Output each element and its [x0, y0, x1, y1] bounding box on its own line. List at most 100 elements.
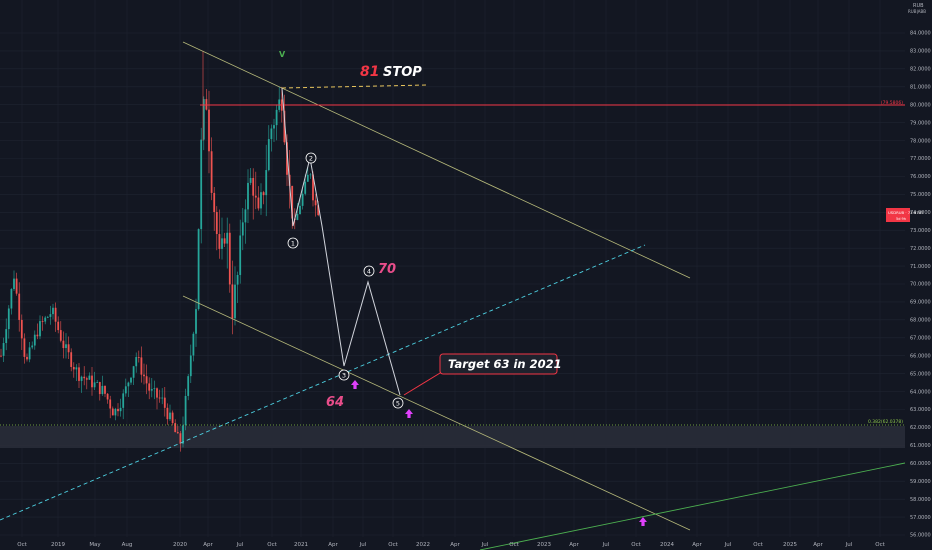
candle-down: [210, 151, 213, 193]
candle-up: [234, 284, 236, 319]
y-tick-label: 60.0000: [910, 461, 931, 467]
wave-number-1: 1: [291, 239, 295, 247]
wave-circle: [392, 397, 404, 409]
candle-down: [23, 338, 26, 357]
long-term-support-line: [479, 462, 906, 550]
candle-up: [88, 375, 91, 380]
upper-channel-line: [182, 41, 691, 279]
support-zone: [0, 426, 905, 448]
candle-up: [127, 382, 130, 387]
candle-down: [171, 412, 174, 424]
candle-down: [291, 185, 294, 219]
candle-up: [10, 289, 13, 309]
candle-down: [257, 197, 260, 209]
candle-up: [39, 321, 41, 337]
candle-down: [208, 109, 210, 152]
candle-up: [132, 366, 135, 378]
y-tick-label: 68.0000: [910, 318, 931, 324]
x-tick-label: Oct: [631, 542, 641, 548]
candle-up: [267, 139, 270, 171]
candle-up: [270, 128, 273, 140]
y-tick-label: 58.0000: [910, 497, 931, 503]
x-tick-label: Jul: [724, 542, 732, 548]
currency-sub-label: RUB|ABB: [908, 9, 926, 14]
candle-up: [249, 177, 252, 183]
candle-down: [15, 278, 18, 294]
candle-up: [184, 395, 187, 426]
candle-down: [163, 397, 166, 408]
candle-up: [2, 343, 5, 356]
candle-up: [187, 376, 190, 396]
y-tick-label: 56.0000: [910, 533, 931, 539]
candle-down: [140, 357, 143, 375]
x-tick-label: Jul: [359, 542, 367, 548]
candle-up: [130, 377, 132, 383]
x-tick-label: 2021: [294, 542, 308, 548]
candle-up: [195, 309, 197, 334]
candle-up: [93, 382, 96, 388]
candle-down: [179, 433, 182, 444]
x-tick-label: 2025: [783, 542, 797, 548]
y-tick-label: 66.0000: [910, 353, 931, 359]
y-tick-label: 67.0000: [910, 335, 931, 341]
candle-down: [111, 408, 114, 416]
stop-label: STOP: [383, 65, 422, 80]
candle-down: [0, 355, 2, 357]
candle-up: [161, 397, 164, 399]
dashed-support-line: [0, 244, 646, 521]
candle-up: [296, 214, 299, 220]
candle-up: [119, 407, 122, 412]
candle-down: [59, 330, 62, 341]
candle-down: [104, 385, 106, 394]
x-tick-label: 2024: [660, 542, 674, 548]
candle-down: [231, 284, 234, 319]
price-tag-text: USDRUB · 73.8787: [888, 210, 924, 215]
time-axis[interactable]: Oct 2019 May Aug 2020 Apr Jul Oct 2021 Apr Jul Oct 2…: [17, 542, 885, 548]
price-tag[interactable]: USDRUB · 73.8787 5d 9h: [886, 208, 924, 222]
candle-up: [247, 182, 249, 210]
candle-up: [306, 174, 309, 182]
candle-down: [166, 407, 169, 420]
x-tick-label: Oct: [267, 542, 277, 548]
candle-up: [153, 388, 156, 390]
candle-down: [62, 340, 65, 349]
x-tick-label: Oct: [509, 542, 519, 548]
y-tick-label: 81.0000: [910, 84, 931, 90]
candle-up: [182, 425, 184, 444]
wave-number-3: 3: [342, 371, 346, 379]
wave-number-4: 4: [367, 267, 371, 275]
fib-level-label: 0.382(62.0378): [868, 419, 903, 425]
candle-down: [91, 375, 93, 388]
wave-labels: 1 2 3 4 5: [287, 152, 404, 409]
candle-down: [262, 192, 265, 196]
candle-up: [265, 170, 268, 196]
y-tick-label: 82.0000: [910, 67, 931, 73]
wave-circle: [287, 237, 299, 249]
x-tick-label: Oct: [875, 542, 885, 548]
x-tick-label: Apr: [813, 542, 823, 548]
candle-up: [192, 333, 195, 356]
y-tick-label: 83.0000: [910, 49, 931, 55]
candle-down: [72, 366, 75, 370]
candle-up: [28, 347, 31, 360]
candle-down: [317, 205, 320, 216]
y-tick-label: 65.0000: [910, 371, 931, 377]
target-callout: Target 63 in 2021: [439, 353, 562, 375]
candle-down: [174, 423, 177, 433]
candle-down: [213, 192, 216, 213]
wave-projection-path: [281, 87, 401, 396]
candle-down: [283, 110, 286, 143]
price-axis[interactable]: 84.0000 83.0000 82.0000 81.0000 80.0000 79.00…: [910, 31, 931, 539]
y-tick-label: 71.0000: [910, 264, 931, 270]
x-tick-label: Oct: [17, 542, 27, 548]
currency-label: RUB: [913, 3, 924, 9]
wave-number-2: 2: [309, 154, 313, 162]
candle-up: [301, 193, 304, 206]
candle-up: [44, 317, 47, 322]
candle-up: [304, 181, 307, 194]
candle-down: [109, 399, 112, 409]
wave-circle: [338, 369, 350, 381]
candle-up: [122, 393, 125, 408]
